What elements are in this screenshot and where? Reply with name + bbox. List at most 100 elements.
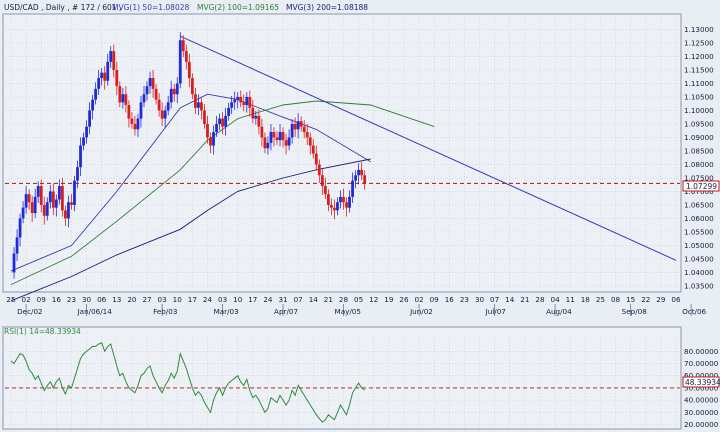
- candle-body: [326, 194, 330, 205]
- x-day-tick-label: 22: [641, 295, 650, 304]
- candle-body: [190, 78, 194, 95]
- x-day-tick-label: 07: [490, 295, 499, 304]
- x-month-label: Jan/06/14: [77, 307, 113, 316]
- x-month-label: Sep/08: [622, 307, 648, 316]
- candle-body: [64, 210, 67, 219]
- rsi-y-axis: 80.00000 70.00000 60.00000 50.00000 40.00000…: [684, 347, 719, 429]
- x-day-tick-label: 06: [671, 295, 681, 304]
- candle-body: [103, 72, 107, 81]
- x-day-tick-label: 31: [278, 295, 287, 304]
- candle-body: [209, 137, 212, 146]
- candle-body: [206, 123, 209, 138]
- date-x-axis: 25 02 09 16 23 30 06 13 20 27 03 10 17 24 03 10 17 24 31 07…: [6, 295, 707, 316]
- rsi-last-value: 48.33934: [685, 378, 720, 387]
- candle-body: [257, 115, 261, 127]
- x-month-label: Aug/04: [546, 307, 572, 316]
- price-tick-label: 1.10500: [684, 92, 714, 101]
- candle-body: [109, 51, 113, 62]
- rsi-value-tag: [682, 376, 720, 388]
- candle-body: [54, 199, 58, 208]
- ma1-legend: MVG(1) 50=1.08028: [112, 3, 189, 12]
- last-price-tag: [682, 180, 720, 192]
- x-day-tick-label: 16: [52, 295, 62, 304]
- x-day-tick-label: 16: [445, 295, 455, 304]
- candle-body: [245, 96, 249, 106]
- x-day-tick-label: 13: [112, 295, 121, 304]
- price-tick-label: 1.04000: [684, 268, 714, 277]
- rsi-tick-label: 30.00000: [684, 408, 719, 417]
- candle-body: [15, 237, 19, 254]
- x-day-tick-label: 04: [551, 295, 561, 304]
- x-day-tick-label: 03: [158, 295, 167, 304]
- candle-body: [233, 99, 237, 103]
- price-tick-label: 1.08500: [684, 146, 714, 155]
- x-day-tick-label: 20: [127, 295, 137, 304]
- price-tick-label: 1.11500: [684, 65, 714, 74]
- x-day-tick-label: 17: [248, 295, 257, 304]
- candle-body: [163, 110, 167, 119]
- x-day-tick-label: 09: [430, 295, 440, 304]
- candle-body: [100, 72, 104, 79]
- candle-body: [139, 102, 143, 119]
- x-day-tick-label: 21: [324, 295, 333, 304]
- candle-body: [51, 191, 55, 208]
- ma3-legend: MVG(3) 200=1.08188: [286, 3, 368, 12]
- x-day-tick-label: 24: [203, 295, 213, 304]
- x-month-label: Oct/06: [682, 307, 706, 316]
- x-month-label: Dec/02: [17, 307, 42, 316]
- candle-body: [42, 204, 46, 216]
- candle-body: [21, 207, 25, 219]
- price-y-axis: 1.13000 1.12500 1.12000 1.11500 1.11000 1.105…: [684, 25, 714, 291]
- candle-body: [260, 126, 264, 138]
- x-day-tick-label: 25: [6, 295, 15, 304]
- price-tick-label: 1.05500: [684, 227, 714, 236]
- candle-body: [45, 202, 49, 216]
- trendline: [180, 35, 677, 261]
- rsi-tick-label: 40.00000: [684, 396, 719, 405]
- candle-body: [30, 202, 34, 214]
- candle-body: [12, 253, 16, 273]
- candle-body: [197, 102, 200, 108]
- candle-body: [242, 102, 246, 106]
- candle-body: [236, 96, 240, 100]
- candle-body: [76, 167, 79, 181]
- price-tick-label: 1.03500: [684, 281, 714, 290]
- candle-body: [121, 94, 125, 103]
- rsi-legend: RSI(1) 14=48.33934: [4, 327, 81, 336]
- x-day-tick-label: 12: [369, 295, 378, 304]
- candle-body: [73, 180, 76, 205]
- candle-body: [212, 132, 215, 146]
- x-day-tick-label: 10: [233, 295, 243, 304]
- candle-body: [145, 86, 149, 95]
- candle-body: [251, 107, 255, 119]
- candle-body: [118, 86, 122, 103]
- x-day-tick-label: 17: [188, 295, 197, 304]
- candle-body: [187, 61, 191, 79]
- x-day-tick-label: 24: [263, 295, 273, 304]
- ma2-legend: MVG(2) 100=1.09165: [197, 3, 279, 12]
- rsi-series-line: [10, 342, 365, 423]
- candle-body: [148, 78, 152, 87]
- candle-body: [269, 132, 273, 143]
- candle-body: [115, 69, 119, 87]
- price-tick-label: 1.06500: [684, 200, 714, 209]
- price-pane: [2, 13, 682, 293]
- price-tick-label: 1.09000: [684, 133, 714, 142]
- candle-body: [193, 94, 197, 108]
- x-day-tick-label: 27: [142, 295, 151, 304]
- candle-body: [218, 118, 221, 124]
- x-day-tick-label: 30: [82, 295, 92, 304]
- rsi-pane: [2, 326, 682, 430]
- price-tick-label: 1.07500: [684, 173, 714, 182]
- candle-body: [254, 115, 258, 119]
- candle-body: [127, 105, 131, 119]
- candle-body: [317, 164, 321, 176]
- moving-average-line: [10, 158, 371, 302]
- rsi-gridlines: [5, 333, 680, 427]
- moving-average-line: [10, 93, 371, 272]
- candle-body: [302, 126, 306, 133]
- candle-body: [184, 51, 188, 62]
- candle-body: [357, 169, 361, 176]
- candle-body: [360, 169, 364, 176]
